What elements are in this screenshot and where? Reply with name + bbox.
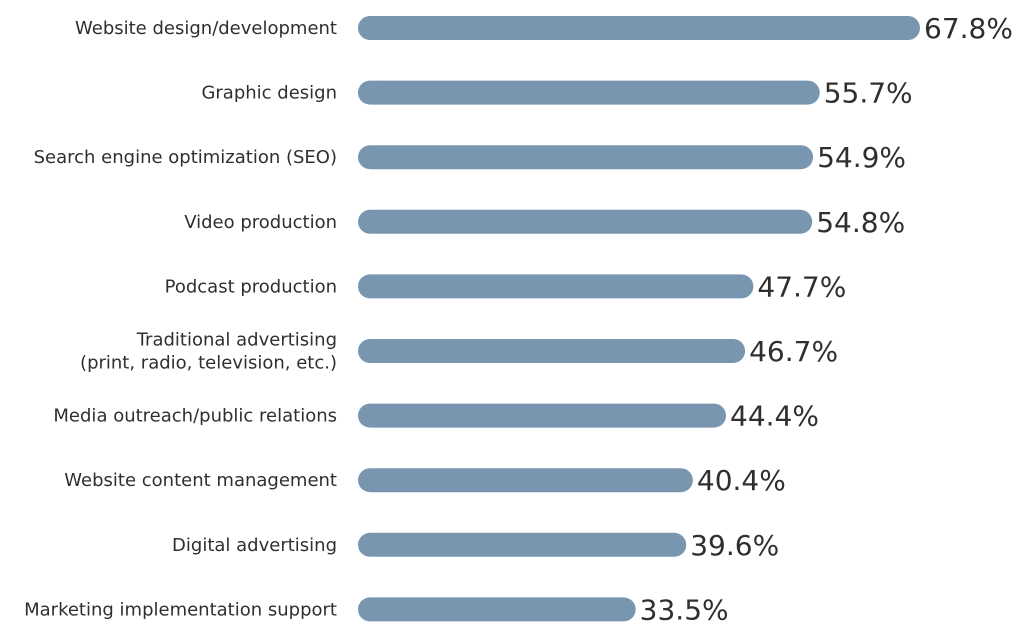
value-label: 67.8% xyxy=(924,12,1013,45)
value-label: 54.8% xyxy=(816,206,905,239)
value-label: 47.7% xyxy=(757,270,846,303)
bar xyxy=(358,16,920,40)
bar xyxy=(358,597,636,622)
category-label: Traditional advertising (print, radio, te… xyxy=(80,330,337,374)
category-label: Media outreach/public relations xyxy=(53,406,337,427)
value-label: 54.9% xyxy=(817,141,906,174)
bar xyxy=(358,145,814,170)
category-label: Website design/development xyxy=(75,18,337,39)
category-label: Digital advertising xyxy=(172,535,337,556)
bar xyxy=(358,80,820,105)
category-label: Marketing implementation support xyxy=(24,599,337,620)
category-label: Search engine optimization (SEO) xyxy=(34,147,337,168)
value-label: 55.7% xyxy=(824,77,913,110)
value-label: 46.7% xyxy=(749,335,838,368)
value-label: 44.4% xyxy=(730,400,819,433)
category-label: Graphic design xyxy=(201,83,337,104)
bar xyxy=(358,274,754,299)
category-label: Podcast production xyxy=(165,276,337,297)
value-label: 33.5% xyxy=(640,593,729,626)
bar xyxy=(358,532,687,557)
bar xyxy=(358,209,813,234)
bar xyxy=(358,468,693,493)
bar xyxy=(358,403,727,428)
bar xyxy=(358,339,746,363)
value-label: 39.6% xyxy=(690,529,779,562)
category-label: Video production xyxy=(184,212,337,233)
category-label: Website content management xyxy=(64,470,337,491)
value-label: 40.4% xyxy=(697,464,786,497)
